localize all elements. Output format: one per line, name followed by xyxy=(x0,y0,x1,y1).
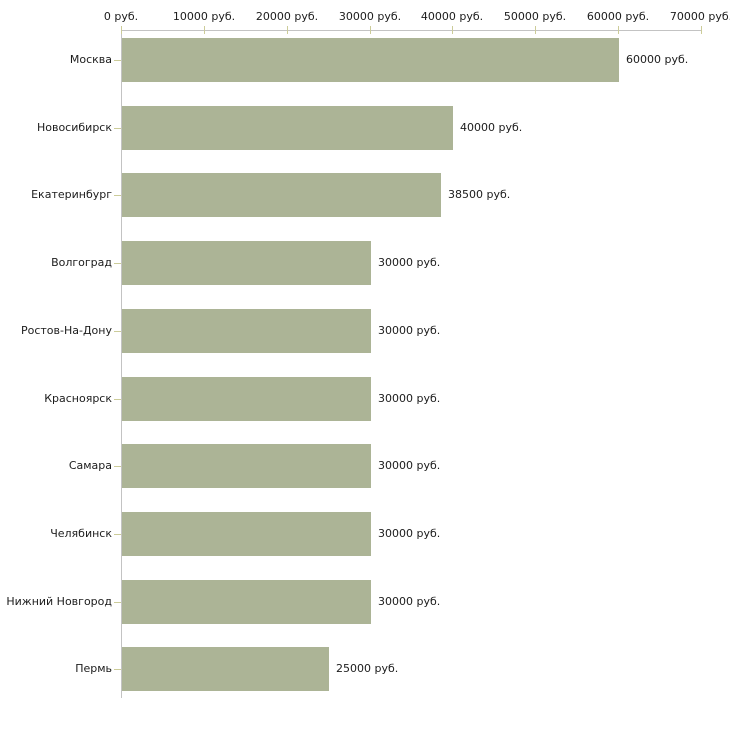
value-label: 30000 руб. xyxy=(378,324,441,337)
x-axis-tick xyxy=(701,26,702,34)
bar xyxy=(122,377,371,421)
x-axis-tick xyxy=(287,26,288,34)
value-label: 25000 руб. xyxy=(336,662,399,675)
y-axis-tick xyxy=(114,669,121,670)
x-axis-tick-label: 40000 руб. xyxy=(420,10,484,23)
category-label: Екатеринбург xyxy=(31,188,112,201)
category-label: Новосибирск xyxy=(36,121,112,134)
y-axis-tick xyxy=(114,331,121,332)
y-axis-tick xyxy=(114,263,121,264)
value-label: 30000 руб. xyxy=(378,527,441,540)
bar xyxy=(122,444,371,488)
category-label: Волгоград xyxy=(51,256,112,269)
y-axis-tick xyxy=(114,128,121,129)
bar xyxy=(122,580,371,624)
value-label: 30000 руб. xyxy=(378,459,441,472)
x-axis-tick xyxy=(204,26,205,34)
x-axis-tick xyxy=(618,26,619,34)
x-axis-tick-label: 0 руб. xyxy=(103,10,139,23)
bar xyxy=(122,512,371,556)
x-axis-line xyxy=(121,30,701,31)
x-axis-tick-label: 60000 руб. xyxy=(586,10,650,23)
value-label: 40000 руб. xyxy=(460,121,523,134)
value-label: 60000 руб. xyxy=(626,53,689,66)
x-axis-tick-label: 30000 руб. xyxy=(338,10,402,23)
category-label: Москва xyxy=(69,53,112,66)
x-axis-tick xyxy=(121,26,122,34)
y-axis-tick xyxy=(114,399,121,400)
x-axis-tick-label: 70000 руб. xyxy=(669,10,730,23)
category-label: Нижний Новгород xyxy=(6,595,112,608)
bar xyxy=(122,173,441,217)
value-label: 30000 руб. xyxy=(378,256,441,269)
bar xyxy=(122,647,329,691)
category-label: Ростов-На-Дону xyxy=(20,324,112,337)
category-label: Пермь xyxy=(75,662,112,675)
bar xyxy=(122,309,371,353)
bar xyxy=(122,241,371,285)
x-axis-tick xyxy=(370,26,371,34)
y-axis-tick xyxy=(114,534,121,535)
y-axis-tick xyxy=(114,60,121,61)
x-axis-tick xyxy=(535,26,536,34)
x-axis-tick-label: 20000 руб. xyxy=(255,10,319,23)
x-axis-tick-label: 50000 руб. xyxy=(503,10,567,23)
bar xyxy=(122,106,453,150)
x-axis-tick xyxy=(452,26,453,34)
value-label: 30000 руб. xyxy=(378,392,441,405)
category-label: Красноярск xyxy=(44,392,112,405)
y-axis-line xyxy=(121,30,122,698)
y-axis-tick xyxy=(114,602,121,603)
y-axis-tick xyxy=(114,466,121,467)
category-label: Самара xyxy=(68,459,112,472)
y-axis-tick xyxy=(114,195,121,196)
value-label: 38500 руб. xyxy=(448,188,511,201)
bar xyxy=(122,38,619,82)
value-label: 30000 руб. xyxy=(378,595,441,608)
category-label: Челябинск xyxy=(50,527,112,540)
x-axis-tick-label: 10000 руб. xyxy=(172,10,236,23)
